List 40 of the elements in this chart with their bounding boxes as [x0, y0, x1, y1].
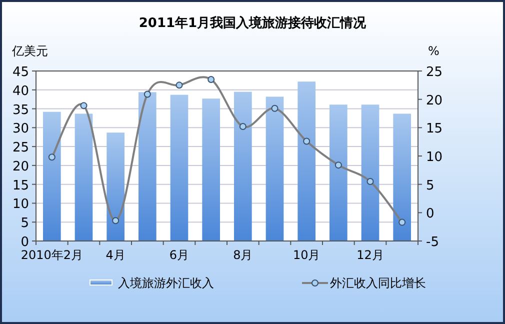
- y-tick-label: 10: [12, 197, 29, 212]
- x-tick-label: 2010年2月: [20, 248, 84, 262]
- y-tick-label: 5: [20, 216, 29, 232]
- x-tick-label: 4月: [106, 248, 126, 262]
- y2-tick-label: 5: [426, 178, 434, 194]
- bar: [266, 96, 284, 241]
- bar: [43, 112, 61, 241]
- y2-axis-title: %: [428, 44, 440, 58]
- chart-title: 2011年1月我国入境旅游接待收汇情况: [138, 15, 368, 31]
- y-tick-label: 15: [12, 178, 29, 194]
- x-tick-label: 10月: [292, 248, 320, 262]
- bar: [234, 92, 252, 241]
- y2-tick-label: 10: [426, 150, 443, 165]
- bar: [361, 104, 380, 241]
- y-tick-label: 45: [12, 65, 29, 80]
- bar: [330, 104, 348, 241]
- legend-label: 外汇收入同比增长: [330, 276, 426, 290]
- y2-tick-label: 20: [426, 93, 443, 108]
- y-tick-label: 40: [12, 84, 29, 99]
- y-tick-label: 25: [12, 140, 29, 156]
- y-tick-label: 30: [12, 122, 29, 137]
- legend-label: 入境旅游外汇收入: [118, 276, 214, 290]
- y-axis-title: 亿美元: [11, 44, 48, 58]
- y2-tick-label: 0: [426, 206, 434, 222]
- bar: [393, 114, 411, 241]
- x-tick-label: 12月: [356, 248, 384, 262]
- y-tick-label: 0: [20, 235, 29, 250]
- y2-tick-label: -5: [426, 235, 439, 250]
- bar: [298, 82, 316, 241]
- x-tick-label: 6月: [169, 248, 190, 262]
- x-tick-label: 8月: [233, 248, 253, 262]
- bar: [170, 94, 188, 241]
- y2-tick-label: 15: [426, 122, 443, 137]
- y-tick-label: 35: [12, 102, 29, 118]
- bar: [106, 132, 124, 241]
- y2-tick-label: 25: [426, 65, 443, 80]
- bar: [74, 114, 93, 241]
- bar: [202, 98, 220, 241]
- bar: [138, 92, 156, 241]
- y-tick-label: 20: [12, 159, 29, 174]
